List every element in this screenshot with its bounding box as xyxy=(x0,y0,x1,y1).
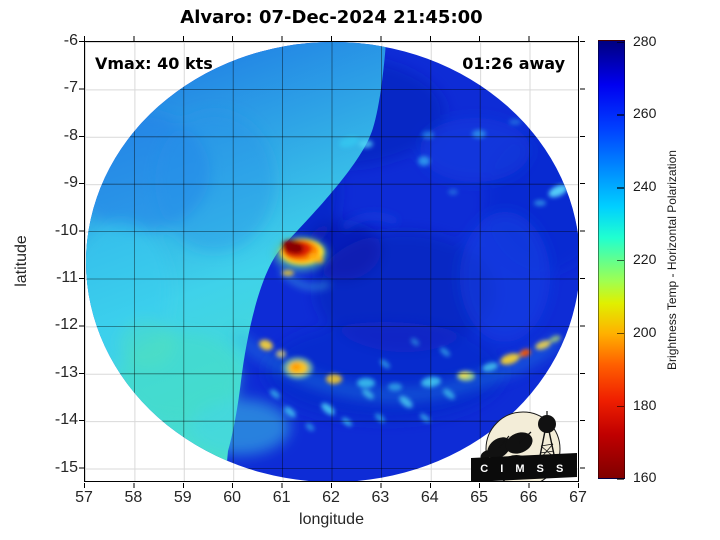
x-tick-label: 60 xyxy=(223,489,242,506)
x-tick-label: 66 xyxy=(519,489,538,506)
vmax-annotation: Vmax: 40 kts xyxy=(95,54,213,73)
x-tick-label: 63 xyxy=(371,489,390,506)
y-tick-label: -10 xyxy=(54,221,78,239)
y-tick-label: -6 xyxy=(63,32,78,49)
x-tick-label: 65 xyxy=(470,489,489,506)
x-tick-label: 62 xyxy=(322,489,340,506)
x-tick-label: 58 xyxy=(124,489,143,506)
logo-text: C I M S S xyxy=(480,463,568,475)
y-tick-label: -14 xyxy=(54,411,78,429)
y-axis-ticks-left xyxy=(79,41,84,469)
x-tick-label: 59 xyxy=(173,489,192,506)
colorbar-label: Brightness Temp - Horizontal Polarizatio… xyxy=(665,150,679,370)
eyewall-hotspot xyxy=(274,237,328,276)
colorbar-tick xyxy=(617,332,624,335)
colorbar-tick xyxy=(617,41,624,43)
y-tick-label: -15 xyxy=(54,458,78,476)
colorbar-tick xyxy=(617,114,624,116)
upper-cloud-specks xyxy=(339,119,568,206)
y-tick-label: -13 xyxy=(54,363,78,381)
page-title: Alvaro: 07-Dec-2024 21:45:00 xyxy=(180,7,483,28)
eta-annotation: 01:26 away xyxy=(462,54,565,73)
colorbar-tick-label: 260 xyxy=(633,105,657,122)
y-axis-label: latitude xyxy=(13,235,30,287)
colorbar-tick-label: 280 xyxy=(633,32,657,49)
x-tick-label: 61 xyxy=(272,489,291,506)
y-tick-label: -11 xyxy=(56,269,78,286)
y-axis-ticks-right xyxy=(580,41,585,469)
x-tick-label: 64 xyxy=(420,489,439,506)
x-axis-ticks-top xyxy=(84,36,580,41)
colorbar-tick xyxy=(617,187,624,189)
x-tick-label: 57 xyxy=(75,489,93,506)
colorbar-tick-label: 240 xyxy=(633,178,657,195)
y-tick-label: -8 xyxy=(63,126,78,144)
cimss-logo: C I M S S xyxy=(471,411,577,481)
plot-area: Vmax: 40 kts 01:26 away C I M S S xyxy=(84,41,579,482)
x-axis-ticks-bottom xyxy=(84,483,580,488)
colorbar-tick-label: 220 xyxy=(633,250,657,267)
x-axis-label: longitude xyxy=(299,511,364,528)
y-tick-label: -7 xyxy=(63,79,78,97)
x-tick-label: 67 xyxy=(569,489,587,506)
satellite-swath-image xyxy=(86,42,578,481)
colorbar-tick xyxy=(617,478,624,480)
colorbar-tick-label: 200 xyxy=(633,323,657,340)
y-tick-label: -9 xyxy=(63,174,78,192)
logo-banner xyxy=(471,453,577,481)
colorbar-tick xyxy=(617,405,624,407)
scattered-cells xyxy=(270,338,455,431)
colorbar-tick-label: 160 xyxy=(633,469,657,486)
y-tick-label: -12 xyxy=(54,316,78,334)
colorbar-tick-label: 180 xyxy=(633,396,657,413)
colorbar-tick xyxy=(617,259,624,262)
